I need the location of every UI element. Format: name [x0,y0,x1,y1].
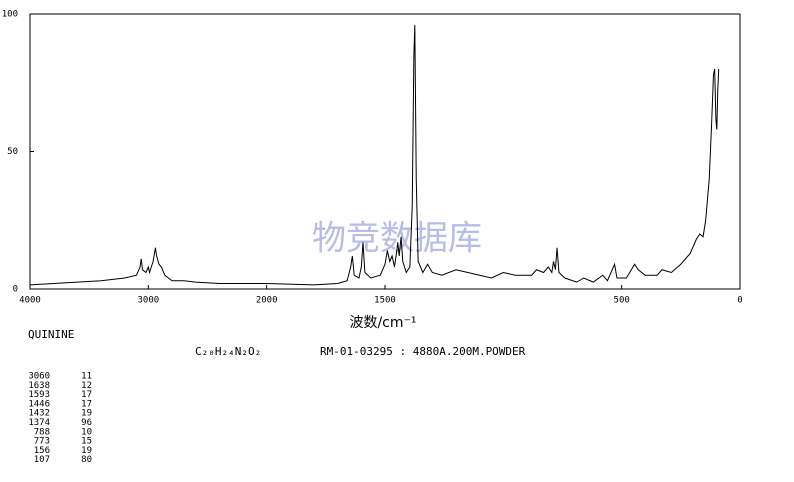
peak-intensity: 19 [81,409,92,419]
x-tick-label: 1500 [374,296,396,306]
peak-intensity: 17 [81,390,92,400]
peak-wavenumber: 156 [34,446,50,456]
peak-wavenumber: 3060 [28,372,50,382]
peak-wavenumber: 1638 [28,381,50,391]
spectrum-line [29,24,720,286]
sample-formula: C₂₀H₂₄N₂O₂ [195,345,261,358]
x-axis-label: 波数/cm⁻¹ [349,315,416,331]
peak-wavenumber: 1374 [28,418,50,428]
sample-info: RM-01-03295 : 4880A.200M.POWDER [320,345,526,358]
x-tick-label: 3000 [137,296,159,306]
peak-intensity: 17 [81,399,92,409]
peak-wavenumber: 788 [34,427,50,437]
y-tick-label: 0 [13,285,18,295]
peak-wavenumber: 773 [34,437,50,447]
y-tick-label: 50 [7,147,18,157]
peak-intensity: 80 [81,455,92,465]
peak-intensity: 96 [81,418,92,428]
peak-intensity: 12 [81,381,92,391]
peak-intensity: 11 [81,372,92,382]
peak-intensity: 15 [81,437,92,447]
peak-wavenumber: 1593 [28,390,50,400]
y-tick-label: 100 [2,10,18,20]
peak-intensity: 19 [81,446,92,456]
x-tick-label: 4000 [19,296,41,306]
peak-wavenumber: 1446 [28,399,50,409]
peak-intensity: 10 [81,427,92,437]
sample-name: QUININE [28,328,74,341]
peak-wavenumber: 107 [34,455,50,465]
x-tick-label: 0 [737,296,742,306]
x-tick-label: 500 [614,296,630,306]
x-tick-label: 2000 [256,296,278,306]
peak-wavenumber: 1432 [28,409,50,419]
